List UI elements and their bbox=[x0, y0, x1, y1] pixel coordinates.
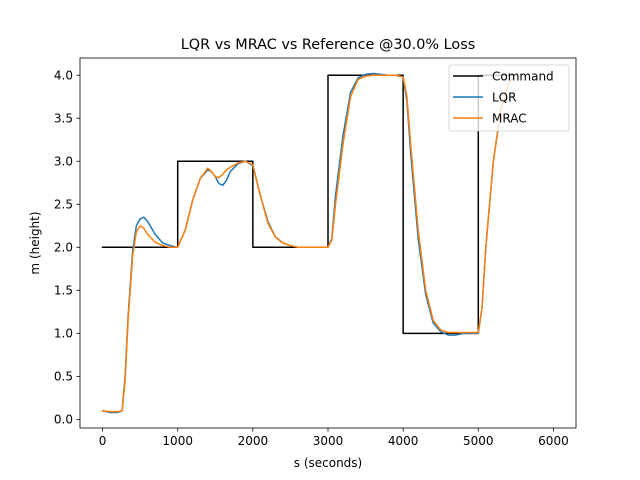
x-tick-label: 6000 bbox=[538, 434, 569, 448]
y-tick-label: 4.0 bbox=[54, 69, 73, 83]
y-tick-label: 2.5 bbox=[54, 198, 73, 212]
series-line-mrac bbox=[101, 74, 517, 413]
y-tick-label: 0.0 bbox=[54, 413, 73, 427]
y-tick-label: 1.0 bbox=[54, 327, 73, 341]
y-tick-label: 3.5 bbox=[54, 112, 73, 126]
x-tick-label: 1000 bbox=[162, 434, 193, 448]
legend-box bbox=[448, 64, 570, 132]
legend: Command LQR MRAC bbox=[448, 64, 570, 132]
y-axis: 0.0 0.5 1.0 1.5 2.0 2.5 3.0 3.5 4.0 bbox=[54, 69, 80, 427]
y-axis-label: m (height) bbox=[28, 211, 42, 274]
legend-label-command: Command bbox=[492, 69, 554, 83]
x-axis-label: s (seconds) bbox=[294, 456, 362, 470]
x-tick-label: 0 bbox=[99, 434, 107, 448]
x-tick-label: 2000 bbox=[238, 434, 269, 448]
chart-title: LQR vs MRAC vs Reference @30.0% Loss bbox=[181, 37, 475, 53]
x-tick-label: 3000 bbox=[313, 434, 344, 448]
series-line-command bbox=[101, 74, 517, 335]
y-tick-label: 0.5 bbox=[54, 370, 73, 384]
y-tick-label: 3.0 bbox=[54, 155, 73, 169]
series-layer bbox=[101, 72, 517, 414]
x-axis: 0 1000 2000 3000 4000 5000 6000 bbox=[99, 428, 569, 448]
x-tick-label: 5000 bbox=[463, 434, 494, 448]
y-tick-label: 1.5 bbox=[54, 284, 73, 298]
y-tick-label: 2.0 bbox=[54, 241, 73, 255]
legend-label-mrac: MRAC bbox=[492, 111, 527, 125]
legend-label-lqr: LQR bbox=[492, 90, 516, 104]
x-tick-label: 4000 bbox=[388, 434, 419, 448]
